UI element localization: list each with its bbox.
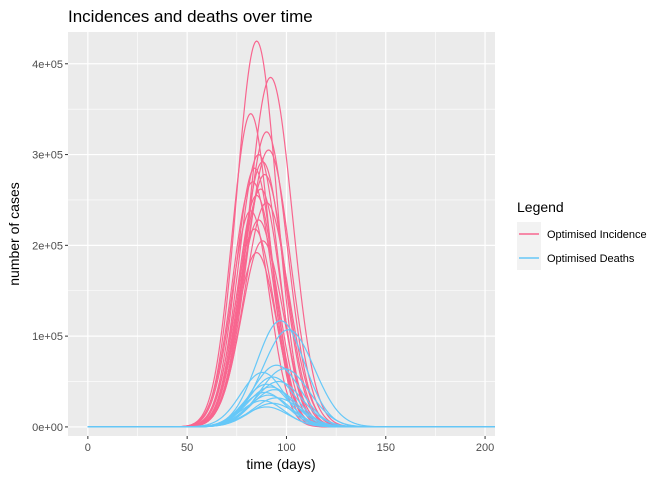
chart-title: Incidences and deaths over time [68, 7, 313, 26]
y-axis-title: number of cases [6, 182, 22, 286]
y-tick-label: 4e+05 [32, 59, 63, 71]
y-tick-label: 2e+05 [32, 240, 63, 252]
x-tick-label: 100 [277, 442, 295, 454]
y-tick-label: 1e+05 [32, 331, 63, 343]
x-axis-title: time (days) [246, 456, 315, 472]
x-axis-ticks: 0 50 100 150 200 [85, 436, 494, 454]
x-tick-label: 0 [85, 442, 91, 454]
legend-entry-incidence: Optimised Incidence [517, 222, 647, 246]
y-axis-ticks: 0e+00 1e+05 2e+05 3e+05 4e+05 [32, 59, 68, 434]
legend-entry-deaths: Optimised Deaths [517, 246, 635, 270]
legend: Legend Optimised Incidence Optimised Dea… [517, 199, 647, 270]
series-curves [87, 40, 495, 428]
y-tick-label: 0e+00 [32, 422, 63, 434]
x-tick-label: 150 [377, 442, 395, 454]
legend-label-deaths: Optimised Deaths [547, 253, 635, 265]
x-tick-label: 50 [181, 442, 193, 454]
x-tick-label: 200 [476, 442, 494, 454]
legend-title: Legend [517, 199, 564, 215]
legend-label-incidence: Optimised Incidence [547, 229, 647, 241]
deaths-curve [87, 406, 495, 428]
plot-panel [68, 32, 495, 436]
y-tick-label: 3e+05 [32, 150, 63, 162]
